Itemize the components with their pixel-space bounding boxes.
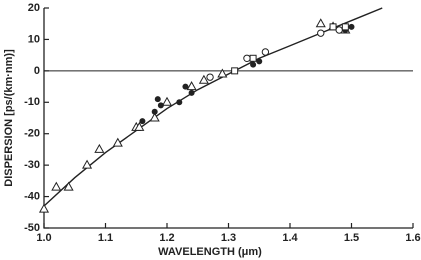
- data-point: [341, 23, 349, 31]
- data-point: [231, 67, 239, 75]
- data-point: [157, 102, 164, 109]
- data-point: [134, 121, 145, 131]
- data-point: [161, 96, 173, 106]
- y-tick-label: -10: [24, 96, 40, 108]
- data-point: [329, 23, 337, 31]
- data-point: [186, 81, 197, 91]
- x-tick-label: 1.6: [405, 232, 420, 244]
- data-point: [81, 159, 93, 169]
- data-point: [198, 74, 209, 84]
- y-tick-label: 10: [28, 33, 40, 45]
- data-point: [243, 54, 251, 62]
- y-tick-label: -20: [24, 128, 40, 140]
- x-tick-label: 1.4: [282, 232, 298, 244]
- x-tick-label: 1.1: [98, 232, 113, 244]
- x-axis-label: WAVELENGTH (μm): [158, 246, 262, 258]
- data-point: [261, 48, 270, 56]
- y-tick-label: 20: [28, 2, 40, 14]
- axis-line: [43, 8, 413, 229]
- data-point: [154, 96, 161, 103]
- y-tick-label: 0: [34, 65, 40, 77]
- data-point: [94, 143, 105, 153]
- data-point: [317, 29, 325, 37]
- data-point: [348, 23, 355, 30]
- data-point: [112, 137, 123, 147]
- data-point: [149, 112, 160, 122]
- data-point: [217, 68, 228, 78]
- data-point: [188, 89, 195, 96]
- x-tick-label: 1.3: [221, 232, 236, 244]
- data-point: [38, 203, 50, 213]
- data-point: [63, 181, 74, 191]
- data-point: [151, 108, 158, 115]
- x-tick-label: 1.0: [36, 232, 51, 244]
- data-point: [250, 61, 257, 68]
- data-point: [182, 83, 189, 90]
- x-tick-label: 1.5: [344, 232, 359, 244]
- data-point: [315, 18, 326, 28]
- data-point: [51, 181, 62, 191]
- data-point: [206, 73, 214, 81]
- y-tick-label: -50: [24, 222, 40, 234]
- fit-curve: [43, 7, 383, 207]
- x-tick-label: 1.2: [159, 232, 174, 244]
- y-axis-label: DISPERSION [ps/(km·nm)]: [3, 49, 15, 187]
- y-tick-label: -40: [24, 190, 40, 202]
- data-point: [256, 58, 263, 65]
- data-point: [139, 118, 146, 125]
- y-tick-label: -30: [24, 159, 40, 171]
- data-point: [176, 99, 183, 106]
- data-point: [335, 26, 343, 34]
- data-point: [249, 54, 257, 62]
